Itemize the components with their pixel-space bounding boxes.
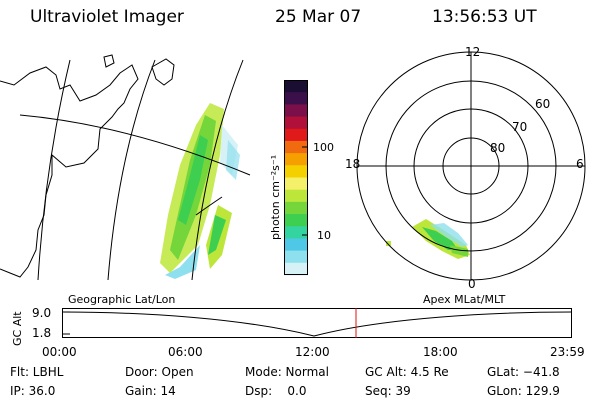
polar-plot <box>356 51 586 281</box>
instrument-title: Ultraviolet Imager <box>30 7 184 27</box>
colorbar-segment <box>284 116 308 130</box>
colorbar-segment <box>284 214 308 227</box>
mlt-label-12: 12 <box>465 45 481 59</box>
status-seq: Seq: 39 <box>365 384 411 398</box>
time-tick-1800: 18:00 <box>423 345 458 359</box>
status-filter: Flt: LBHL <box>10 365 64 379</box>
status-gain: Gain: 14 <box>125 384 176 398</box>
status-glat: GLat: −41.8 <box>487 365 560 379</box>
time-tick-0000: 00:00 <box>42 345 77 359</box>
status-gc-alt: GC Alt: 4.5 Re <box>365 365 449 379</box>
colorbar-segment <box>284 201 308 215</box>
colorbar-segment <box>284 262 308 276</box>
time-tick-1200: 12:00 <box>295 345 330 359</box>
colorbar-segment <box>284 189 308 203</box>
colorbar-tick-10: 10 <box>317 229 331 242</box>
alt-tick-1-8: 1.8 <box>32 326 52 340</box>
altitude-plot <box>61 308 573 338</box>
mlt-label-0: 0 <box>468 277 476 291</box>
status-ip: IP: 36.0 <box>10 384 56 398</box>
time-tick-0600: 06:00 <box>168 345 203 359</box>
colorbar-segment <box>284 250 308 264</box>
mlt-label-18: 18 <box>345 157 361 171</box>
status-glon: GLon: 129.9 <box>487 384 560 398</box>
status-dsp: Dsp: 0.0 <box>245 384 307 398</box>
coastline <box>0 64 139 278</box>
colorbar-segment <box>284 165 308 178</box>
status-mode: Mode: Normal <box>245 365 329 379</box>
lat-lon-grid <box>19 59 251 280</box>
apex-label: Apex MLat/MLT <box>423 293 506 306</box>
geographic-map <box>0 54 251 280</box>
time-tick-2359: 23:59 <box>550 345 585 359</box>
header-date: 25 Mar 07 <box>275 7 362 27</box>
colorbar-segment <box>284 140 308 154</box>
colorbar-segment <box>284 128 308 142</box>
mlt-label-6: 6 <box>576 157 584 171</box>
geographic-label: Geographic Lat/Lon <box>68 293 176 306</box>
colorbar-segment <box>284 153 308 166</box>
colorbar-segment <box>284 80 308 93</box>
alt-tick-9: 9.0 <box>32 306 52 320</box>
colorbar-segment <box>284 92 308 105</box>
lat-label-70: 70 <box>512 120 528 134</box>
aurora-emission <box>160 103 240 279</box>
lat-label-60: 60 <box>535 97 551 111</box>
colorbar-segment <box>284 238 308 252</box>
colorbar-tick-100: 100 <box>313 141 334 154</box>
colorbar-segment <box>284 177 308 191</box>
colorbar-unit-label: photon cm⁻²s⁻¹ <box>269 154 282 240</box>
status-door: Door: Open <box>125 365 194 379</box>
colorbar <box>284 80 308 276</box>
altitude-axis-label: GC Alt <box>11 311 24 346</box>
header-time: 13:56:53 UT <box>432 7 537 27</box>
colorbar-segment <box>284 104 308 118</box>
polar-aurora <box>386 219 470 259</box>
colorbar-segment <box>284 226 308 239</box>
lat-label-80: 80 <box>490 141 506 155</box>
